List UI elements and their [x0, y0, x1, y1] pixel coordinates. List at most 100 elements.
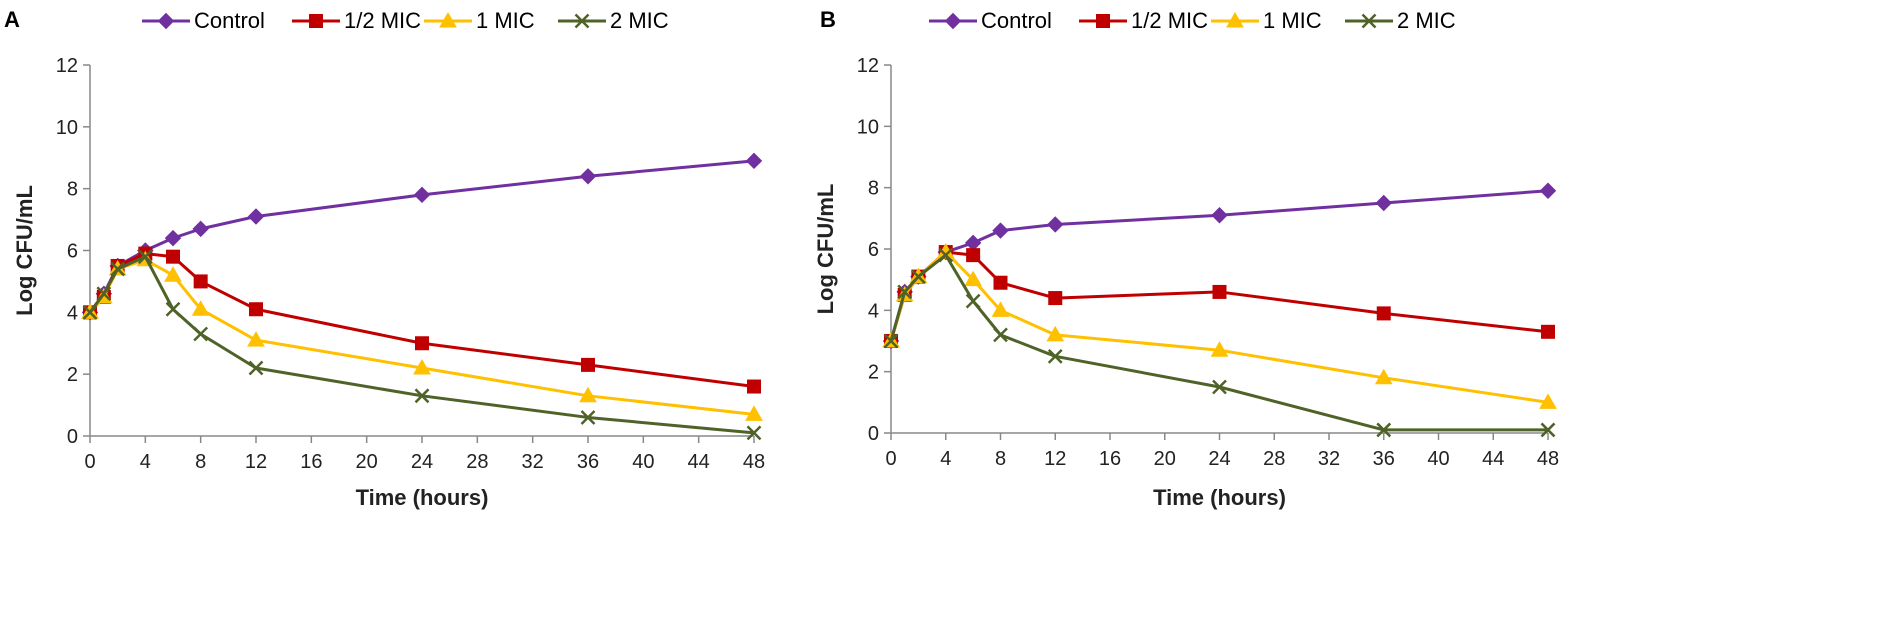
- y-tick-label: 8: [868, 178, 879, 200]
- data-point: [579, 168, 597, 185]
- panel-label: B: [820, 7, 836, 32]
- data-point: [580, 410, 596, 425]
- data-point: [579, 386, 597, 403]
- series-line: [88, 159, 755, 314]
- x-tick-label: 40: [632, 451, 654, 473]
- data-point: [910, 269, 926, 284]
- data-point: [938, 247, 954, 263]
- y-tick-label: 2: [868, 362, 879, 384]
- x-tick-label: 12: [245, 451, 267, 473]
- y-tick-label: 6: [868, 239, 879, 261]
- series-control: [81, 152, 763, 321]
- x-tick-label: 8: [195, 451, 206, 473]
- data-point: [991, 301, 1010, 317]
- y-axis-title: Log CFU/mL: [12, 185, 37, 316]
- legend-label: 2 MIC: [610, 8, 669, 33]
- data-point: [993, 275, 1008, 290]
- data-point: [1048, 291, 1063, 306]
- x-tick-label: 4: [140, 451, 151, 473]
- data-point: [1375, 194, 1392, 212]
- data-point: [1047, 216, 1064, 233]
- data-point: [191, 300, 210, 316]
- x-tick-label: 16: [1099, 448, 1121, 470]
- legend-label: 2 MIC: [1397, 8, 1456, 33]
- legend-entry: 2 MIC: [1345, 8, 1456, 33]
- data-point: [82, 304, 98, 320]
- x-axis-title: Time (hours): [356, 485, 489, 510]
- x-axis-title: Time (hours): [1153, 485, 1286, 510]
- data-point: [992, 222, 1009, 239]
- series-2-mic: [883, 247, 1556, 438]
- x-tick-label: 36: [1373, 448, 1395, 470]
- data-point: [897, 284, 913, 300]
- series-1-mic: [882, 243, 1557, 409]
- data-point: [166, 249, 180, 264]
- x-tick-label: 16: [300, 451, 322, 473]
- legend-label: 1 MIC: [476, 8, 535, 33]
- x-tick-label: 48: [1537, 448, 1559, 470]
- x-tick-label: 12: [1044, 448, 1066, 470]
- legend-marker: [574, 13, 590, 29]
- data-point: [249, 302, 263, 317]
- legend-marker: [309, 14, 323, 28]
- y-tick-label: 10: [56, 117, 78, 139]
- legend-marker: [439, 11, 457, 28]
- data-point: [415, 336, 429, 351]
- legend-marker: [157, 12, 175, 30]
- legend-marker: [944, 12, 962, 30]
- data-point: [964, 234, 982, 252]
- data-point: [164, 266, 182, 282]
- data-point: [1541, 324, 1555, 339]
- legend-marker: [1096, 14, 1110, 28]
- legend-label: 1/2 MIC: [1131, 8, 1208, 33]
- data-point: [193, 274, 208, 289]
- data-point: [1211, 207, 1228, 224]
- y-tick-label: 4: [868, 300, 879, 322]
- x-tick-label: 32: [1318, 448, 1340, 470]
- data-point: [164, 229, 182, 247]
- data-point: [1212, 379, 1227, 395]
- data-point: [248, 360, 264, 376]
- x-tick-label: 40: [1427, 448, 1449, 470]
- legend-entry: 2 MIC: [558, 8, 669, 33]
- x-tick-label: 48: [743, 451, 765, 473]
- data-point: [1540, 422, 1556, 438]
- data-point: [1046, 325, 1065, 342]
- legend-marker: [1361, 13, 1377, 29]
- y-tick-label: 0: [67, 426, 78, 448]
- data-point: [165, 301, 181, 317]
- data-point: [883, 333, 899, 349]
- y-tick-label: 4: [67, 302, 78, 324]
- data-point: [413, 186, 431, 204]
- legend-entry: 1/2 MIC: [292, 8, 421, 33]
- data-point: [745, 405, 763, 421]
- data-point: [745, 152, 763, 170]
- series-line: [88, 255, 755, 435]
- x-tick-label: 0: [885, 448, 896, 470]
- x-tick-label: 36: [577, 451, 599, 473]
- y-tick-label: 12: [56, 55, 78, 77]
- x-tick-label: 28: [466, 451, 488, 473]
- data-point: [193, 326, 209, 342]
- data-point: [1047, 348, 1063, 364]
- data-point: [1376, 422, 1392, 438]
- data-point: [964, 270, 982, 287]
- data-point: [1210, 341, 1229, 357]
- data-point: [747, 379, 761, 394]
- legend-label: 1/2 MIC: [344, 8, 421, 33]
- x-tick-label: 20: [1154, 448, 1176, 470]
- x-tick-label: 24: [1208, 448, 1230, 470]
- data-point: [414, 388, 430, 404]
- legend-entry: 1/2 MIC: [1079, 8, 1208, 33]
- data-point: [137, 249, 153, 265]
- legend-label: 1 MIC: [1263, 8, 1322, 33]
- data-point: [993, 327, 1008, 343]
- data-point: [1539, 393, 1557, 409]
- x-tick-label: 8: [995, 448, 1006, 470]
- series-line: [889, 250, 1549, 404]
- y-axis-title: Log CFU/mL: [813, 184, 838, 315]
- x-tick-label: 28: [1263, 448, 1285, 470]
